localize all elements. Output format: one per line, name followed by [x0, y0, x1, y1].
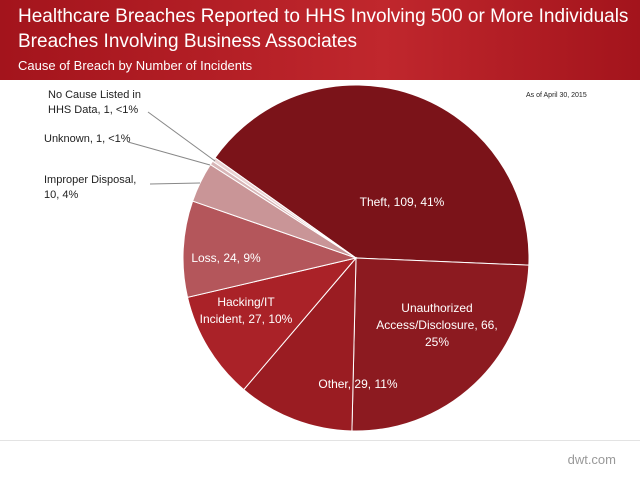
pie-slice — [351, 257, 530, 432]
slice-label: Theft, 109, 41% — [359, 195, 445, 209]
header-band: Healthcare Breaches Reported to HHS Invo… — [0, 0, 640, 80]
chart-caption: Cause of Breach by Number of Incidents — [18, 58, 253, 73]
footer: dwt.com — [567, 452, 616, 467]
pie-slice — [211, 157, 357, 259]
leader-line — [149, 182, 201, 185]
slice-label: Loss, 24, 9% — [191, 251, 261, 265]
slice-label: No Cause Listed in HHS Data, 1, <1% — [48, 89, 141, 116]
chart-subtitle: Breaches Involving Business Associates — [18, 31, 358, 52]
pie-slice — [243, 256, 357, 432]
slice-label: Unknown, 1, <1% — [44, 133, 131, 145]
footer-rule — [0, 440, 640, 441]
leader-line — [147, 111, 216, 162]
leader-line — [127, 141, 211, 166]
pie-slice — [214, 84, 530, 266]
date-note: As of April 30, 2015 — [526, 92, 587, 99]
slice-label: Improper Disposal, 10, 4% — [44, 174, 137, 201]
slice-label: Other, 29, 11% — [318, 377, 398, 391]
pie-slice — [186, 257, 358, 391]
pie-slice — [182, 200, 358, 298]
chart-title: Healthcare Breaches Reported to HHS Invo… — [18, 6, 629, 27]
slice-label: Hacking/IT Incident, 27, 10% — [199, 295, 293, 326]
slice-label: Unauthorized Access/Disclosure, 66, 25% — [376, 301, 498, 349]
